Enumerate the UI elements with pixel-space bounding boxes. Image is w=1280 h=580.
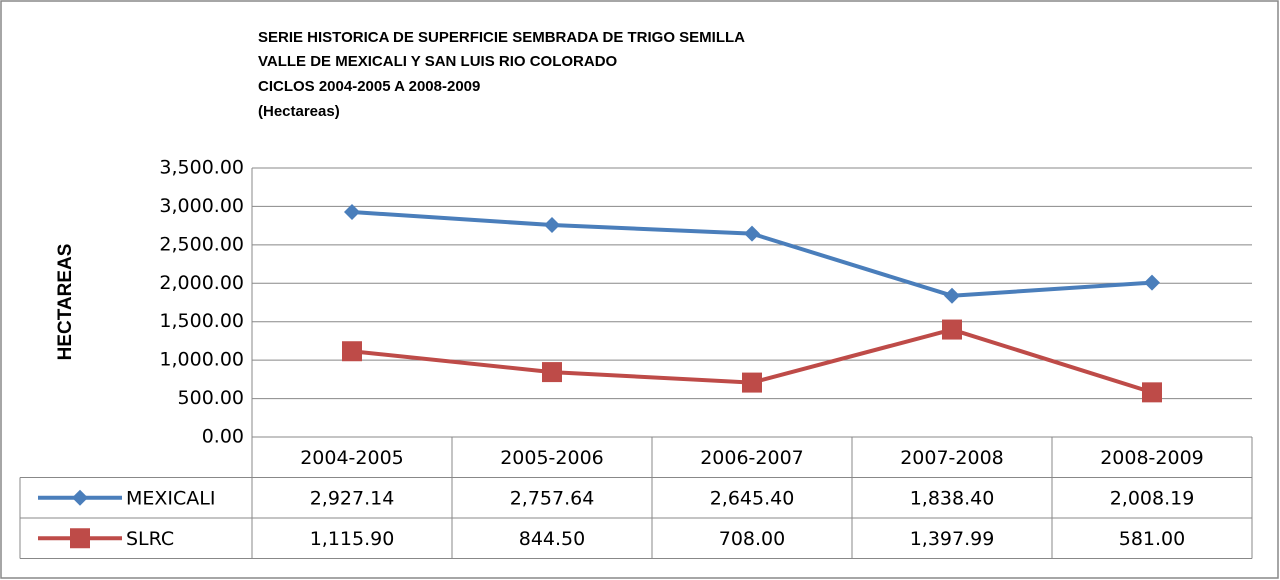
y-tick-label: 2,000.00 [159,272,244,294]
y-tick-label: 0.00 [202,426,244,448]
table-value: 708.00 [719,528,785,550]
data-point [1144,274,1160,291]
chart-title: SERIE HISTORICA DE SUPERFICIE SEMBRADA D… [258,29,745,46]
table-value: 1,838.40 [910,487,995,509]
table-value: 581.00 [1119,528,1185,550]
y-tick-label: 2,500.00 [159,233,244,255]
data-point [942,319,962,340]
table-value: 1,397.99 [910,528,995,550]
data-point [744,225,760,242]
legend-marker [72,489,88,506]
y-tick-label: 3,000.00 [159,195,244,217]
data-point [544,217,560,234]
data-point [344,204,360,221]
legend-label: SLRC [126,528,174,550]
table-value: 2,757.64 [510,487,595,509]
data-point [342,341,362,362]
data-point [542,362,562,383]
legend-marker [70,528,90,549]
data-point [1142,382,1162,403]
chart-title: VALLE DE MEXICALI Y SAN LUIS RIO COLORAD… [258,53,618,70]
x-tick-label: 2007-2008 [900,447,1004,469]
y-tick-label: 500.00 [178,387,244,409]
table-value: 2,645.40 [710,487,795,509]
table-value: 2,008.19 [1110,487,1195,509]
x-tick-label: 2008-2009 [1100,447,1204,469]
x-tick-label: 2006-2007 [700,447,804,469]
x-tick-label: 2005-2006 [500,447,604,469]
table-value: 1,115.90 [310,528,395,550]
chart-title: CICLOS 2004-2005 A 2008-2009 [258,78,480,95]
y-tick-label: 1,000.00 [159,349,244,371]
chart-title: (Hectareas) [258,103,340,120]
data-point [742,372,762,393]
y-axis-label: HECTAREAS [55,244,76,361]
table-value: 2,927.14 [310,487,395,509]
x-tick-label: 2004-2005 [300,447,404,469]
table-value: 844.50 [519,528,585,550]
data-point [944,287,960,304]
y-tick-label: 1,500.00 [159,310,244,332]
y-tick-label: 3,500.00 [159,157,244,179]
legend-label: MEXICALI [126,487,215,509]
